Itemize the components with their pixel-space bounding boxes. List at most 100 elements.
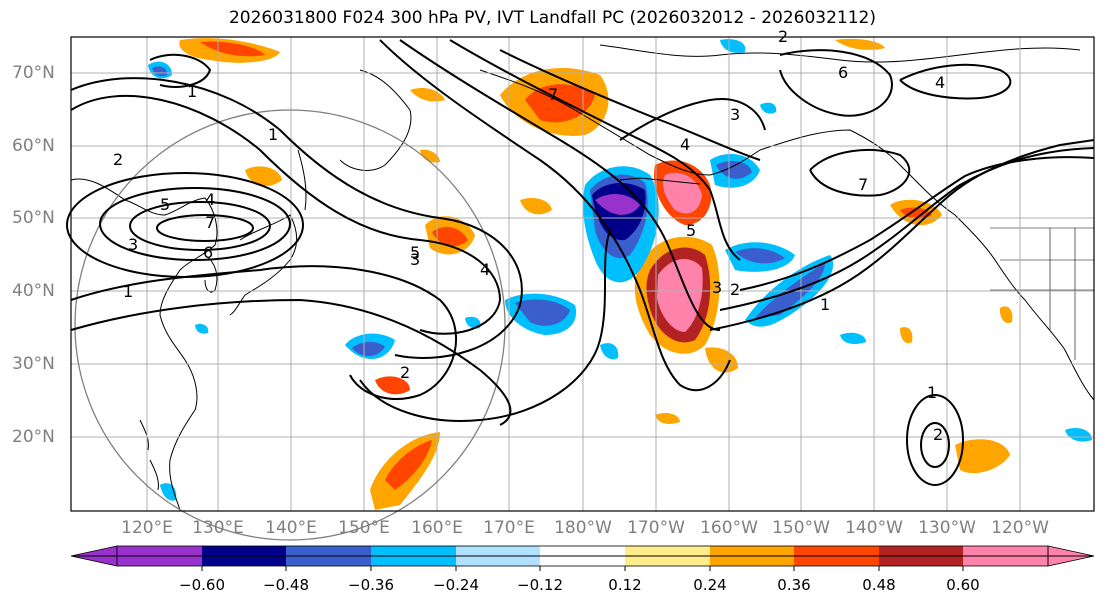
lon-label: 160°W (700, 518, 758, 538)
colorbar-tick-label: −0.24 (433, 576, 479, 594)
pv-contour (129, 201, 271, 251)
anomaly-patch (657, 258, 703, 332)
coastline-arctic (599, 44, 1081, 63)
pv-contour (920, 422, 950, 468)
lon-label: 140°E (265, 518, 317, 538)
anomaly-patch (705, 347, 738, 373)
lat-label: 60°N (12, 136, 55, 156)
contour-label: 5 (686, 221, 696, 240)
colorbar-tick-label: 0.24 (693, 576, 727, 594)
contour-label: 1 (123, 282, 133, 301)
contour-label: 6 (838, 63, 848, 82)
anomaly-patch (720, 39, 746, 53)
colorbar-tick-label: 0.36 (777, 576, 811, 594)
contour-label: 7 (858, 175, 868, 194)
contour-label: 6 (203, 243, 213, 262)
pv-contour (70, 77, 523, 359)
anomaly-patch (840, 332, 866, 344)
pv-contour (709, 139, 1095, 331)
colorbar-tick-label: −0.60 (179, 576, 225, 594)
coastline-kamchatka (339, 69, 412, 171)
colorbar-tick-label: −0.48 (263, 576, 309, 594)
pv-contour (906, 394, 964, 486)
anomaly-patch (465, 316, 481, 329)
anomaly-patch (999, 306, 1013, 324)
pv-contour-layer (66, 39, 1095, 486)
coastline-korea (204, 254, 218, 293)
colorbar-tick-label: 0.12 (608, 576, 642, 594)
contour-label: 2 (113, 150, 123, 169)
map-frame-border (70, 36, 1095, 512)
anomaly-patch (600, 343, 619, 360)
colorbar-tick-label: −0.12 (517, 576, 563, 594)
contour-label: 1 (268, 125, 278, 144)
contour-label: 2 (400, 363, 410, 382)
anomaly-patch (200, 41, 265, 57)
anomaly-patch (1065, 428, 1092, 442)
pv-contour (99, 187, 291, 261)
lat-label: 20°N (12, 427, 55, 447)
pv-contour (779, 49, 893, 117)
pv-contour (449, 39, 741, 261)
contour-label: 3 (730, 105, 740, 124)
lon-label: 150°W (772, 518, 830, 538)
pv-contour (70, 265, 457, 400)
pv-contour (619, 98, 766, 141)
anomaly-patch (735, 248, 785, 264)
anomaly-patch (385, 440, 432, 490)
anomaly-patch (900, 327, 913, 344)
anomaly-patch (955, 439, 1010, 474)
coastline-japan (229, 214, 298, 316)
lon-label: 180°W (554, 518, 612, 538)
contour-label: 4 (935, 73, 945, 92)
anomaly-patch (716, 160, 752, 179)
colorbar-tick-label: 0.60 (946, 576, 980, 594)
coastline-layer (70, 44, 1095, 511)
lon-label: 130°E (192, 518, 244, 538)
coastline-asia (70, 178, 218, 511)
pv-contour (359, 229, 611, 422)
lon-label: 150°E (338, 518, 390, 538)
pv-contour (899, 63, 1012, 100)
anomaly-patch (352, 341, 385, 357)
lat-label: 70°N (12, 63, 55, 83)
anomaly-patch (420, 149, 440, 163)
lon-label: 120°E (121, 518, 173, 538)
contour-label: 4 (480, 260, 490, 279)
colorbar-tick-label: −0.36 (348, 576, 394, 594)
contour-label: 7 (548, 85, 558, 104)
anomaly-patch (655, 412, 680, 424)
contour-label: 5 (160, 195, 170, 214)
lat-label: 50°N (12, 208, 55, 228)
lon-label: 160°E (411, 518, 463, 538)
anomaly-patch (245, 166, 282, 186)
lat-label: 30°N (12, 354, 55, 374)
coastline-alaska (479, 69, 956, 216)
contour-label: 2 (730, 280, 740, 299)
contour-label: 4 (680, 135, 690, 154)
lon-label: 140°W (845, 518, 903, 538)
pv-contour (809, 149, 911, 197)
coastline-sakhalin (297, 149, 307, 211)
anomaly-patch (900, 207, 932, 220)
anomaly-patch (195, 323, 209, 334)
pv-contour (739, 156, 1095, 291)
contour-label: 4 (205, 190, 215, 209)
lat-label: 40°N (12, 281, 55, 301)
anomaly-patch (520, 198, 552, 215)
contour-label: 1 (187, 82, 197, 101)
contour-label: 1 (927, 383, 937, 402)
pv-contour (149, 53, 212, 88)
anomaly-patch (835, 38, 885, 50)
contour-label: 1 (820, 295, 830, 314)
contour-label: 5 (410, 243, 420, 262)
anomaly-patch (760, 102, 777, 114)
anomaly-patch (515, 299, 570, 326)
anomaly-patch (595, 193, 640, 215)
coastline-aleutians (619, 177, 701, 185)
anomaly-patch (375, 376, 410, 395)
pv-contour (499, 49, 761, 161)
lon-label: 130°W (918, 518, 976, 538)
lon-label: 170°W (627, 518, 685, 538)
colorbar-segments (70, 545, 1095, 571)
